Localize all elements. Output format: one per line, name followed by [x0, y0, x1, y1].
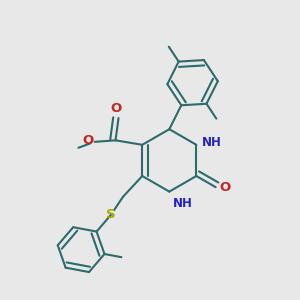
- Text: S: S: [106, 208, 116, 221]
- Text: NH: NH: [202, 136, 222, 149]
- Text: NH: NH: [173, 197, 193, 210]
- Text: O: O: [82, 134, 94, 147]
- Text: O: O: [110, 102, 121, 115]
- Text: O: O: [219, 181, 230, 194]
